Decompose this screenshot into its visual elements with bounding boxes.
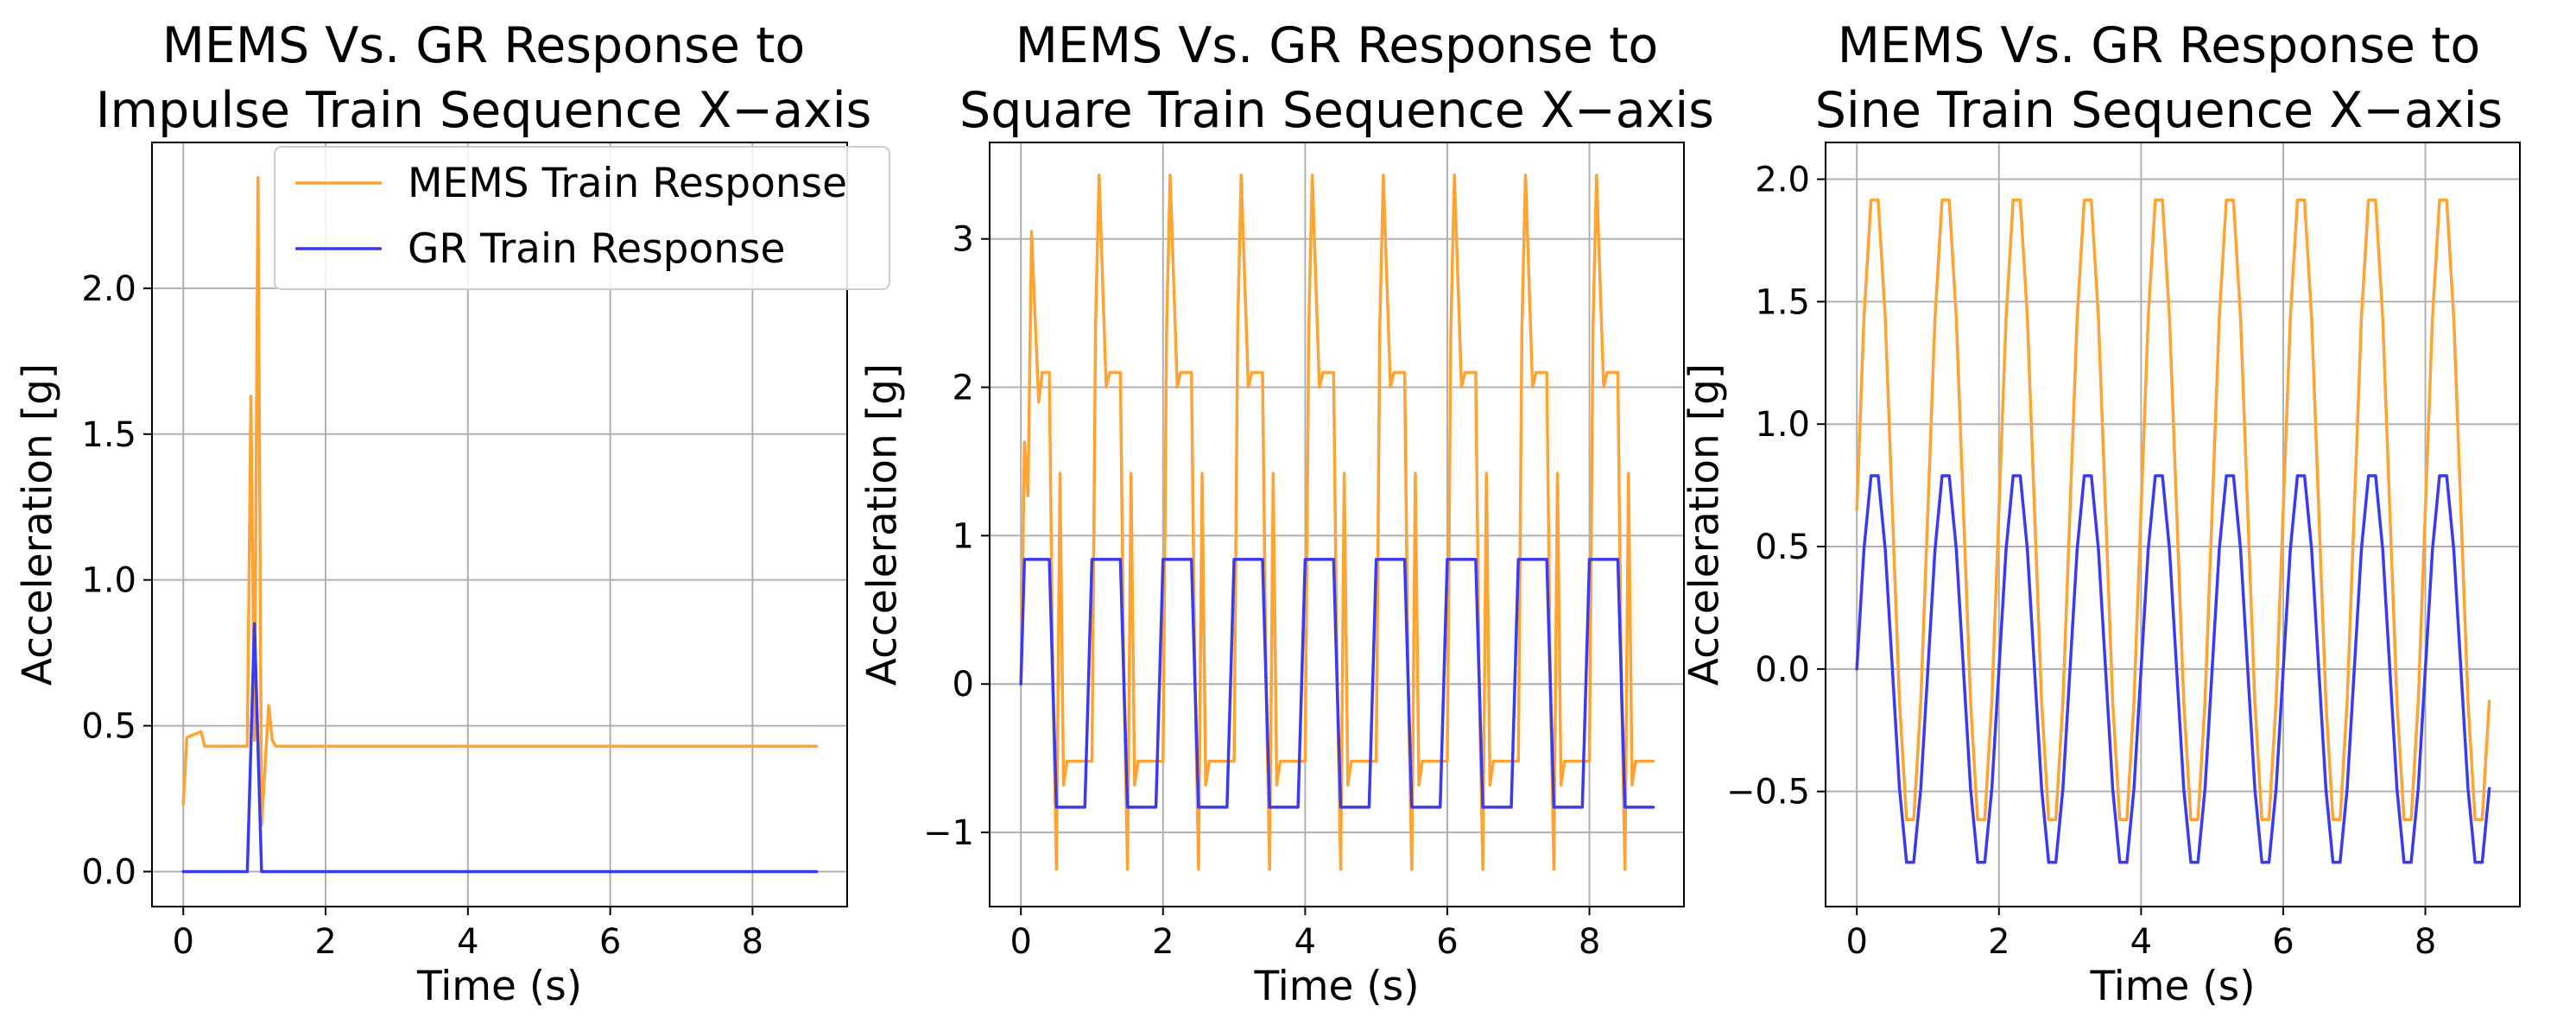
x-tick-label: 2: [314, 922, 336, 962]
chart-title-line-2: Sine Train Sequence X−axis: [1815, 82, 2503, 139]
x-tick-label: 4: [1294, 922, 1316, 962]
chart-title-line-2: Square Train Sequence X−axis: [959, 82, 1714, 139]
y-tick-label: 3: [953, 220, 974, 260]
x-axis-label: Time (s): [2089, 963, 2255, 1010]
y-tick-label: 2: [953, 369, 974, 408]
y-tick-label: −0.5: [1726, 773, 1810, 812]
x-tick-label: 4: [457, 922, 478, 962]
y-tick-label: 2.0: [1755, 161, 1810, 200]
chart-title-line-1: MEMS Vs. GR Response to: [1016, 17, 1659, 74]
x-tick-label: 0: [1845, 922, 1867, 962]
x-axis-label: Time (s): [1253, 963, 1419, 1010]
y-tick-label: −1: [923, 813, 974, 853]
x-tick-label: 8: [2415, 922, 2436, 962]
y-tick-label: 0.0: [1755, 650, 1810, 690]
mems-series-line: [1855, 198, 2491, 822]
chart-title-line-2: Impulse Train Sequence X−axis: [96, 82, 872, 139]
y-tick-label: 0.5: [1755, 528, 1810, 567]
legend-box: [274, 146, 890, 290]
y-tick-label: 0.5: [81, 707, 136, 747]
gr-series-line: [181, 622, 819, 874]
legend-mems-label: MEMS Train Response: [408, 160, 847, 207]
y-tick-label: 0.0: [81, 852, 136, 892]
x-tick-label: 6: [599, 922, 621, 962]
mems-series-line: [181, 175, 819, 827]
chart-panel-3: 0 2 4 6 8 −0.5 0.0 0.5 1.0 1.5 2.0 Time (s) Accelera…: [1681, 17, 2521, 1010]
chart-title-line-1: MEMS Vs. GR Response to: [1838, 17, 2481, 74]
chart-title-line-1: MEMS Vs. GR Response to: [162, 17, 806, 74]
gr-series-line: [1855, 474, 2491, 864]
y-tick-label: 2.0: [81, 269, 136, 309]
y-tick-label: 0: [953, 665, 974, 705]
x-tick-label: 0: [173, 922, 194, 962]
chart-panel-2: 0 2 4 6 8 −1 0 1 2 3 Time (s) Acceleration [g] MEMS …: [859, 17, 1714, 1010]
x-tick-label: 0: [1010, 922, 1031, 962]
y-tick-label: 1.0: [1755, 405, 1810, 445]
chart-panel-1: 0 2 4 6 8 0.0 0.5 1.0 1.5 2.0 Time (s) Acceleration…: [15, 17, 872, 1010]
legend-gr-label: GR Train Response: [408, 225, 785, 273]
y-tick-label: 1.0: [81, 561, 136, 601]
gr-series-line: [1019, 558, 1655, 809]
y-axis-label: Acceleration [g]: [15, 363, 62, 686]
y-tick-label: 1.5: [81, 415, 136, 455]
axes-frame: [151, 142, 848, 907]
axes-frame: [1825, 142, 2521, 907]
x-tick-label: 8: [1579, 922, 1600, 962]
x-tick-label: 6: [2272, 922, 2294, 962]
x-tick-label: 2: [1152, 922, 1174, 962]
x-tick-label: 8: [742, 922, 763, 962]
x-axis-label: Time (s): [416, 963, 582, 1010]
y-axis-label: Acceleration [g]: [859, 363, 907, 686]
x-tick-label: 4: [2130, 922, 2152, 962]
axes-frame: [989, 142, 1685, 907]
y-tick-label: 1: [953, 516, 974, 556]
y-axis-label: Acceleration [g]: [1681, 363, 1729, 686]
x-tick-label: 2: [1988, 922, 2010, 962]
mems-series-line: [1019, 174, 1655, 871]
y-tick-label: 1.5: [1755, 282, 1810, 322]
x-tick-label: 6: [1436, 922, 1458, 962]
legend: MEMS Train Response GR Train Response: [274, 146, 890, 290]
